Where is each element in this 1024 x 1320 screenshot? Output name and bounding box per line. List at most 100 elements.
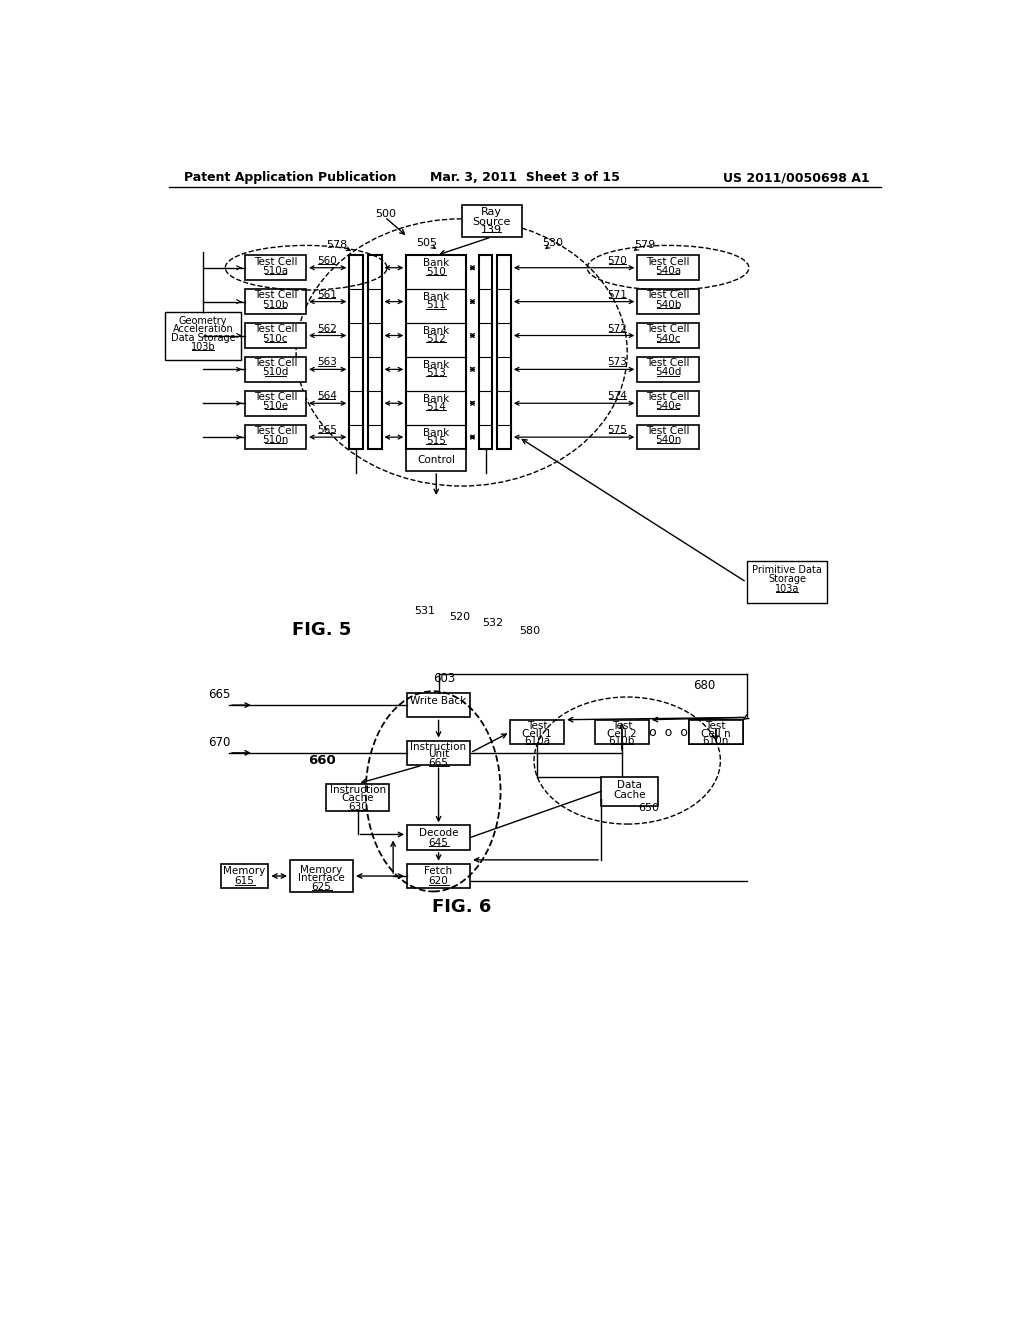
Text: 510a: 510a xyxy=(262,265,289,276)
FancyBboxPatch shape xyxy=(407,449,466,471)
FancyBboxPatch shape xyxy=(407,863,470,888)
Text: 510b: 510b xyxy=(262,300,289,310)
Text: Test Cell: Test Cell xyxy=(646,426,690,436)
Text: 563: 563 xyxy=(317,358,337,367)
Text: Test Cell: Test Cell xyxy=(646,358,690,368)
Text: 510c: 510c xyxy=(262,334,288,343)
Text: Control: Control xyxy=(417,455,456,465)
Text: Test Cell: Test Cell xyxy=(646,392,690,403)
Text: 532: 532 xyxy=(482,619,503,628)
Text: 572: 572 xyxy=(607,323,627,334)
FancyBboxPatch shape xyxy=(637,391,698,416)
Text: Test Cell: Test Cell xyxy=(646,325,690,334)
FancyBboxPatch shape xyxy=(165,313,241,360)
Text: 561: 561 xyxy=(317,289,337,300)
Text: 610b: 610b xyxy=(608,737,635,746)
Text: Bank: Bank xyxy=(423,360,450,370)
Text: 665: 665 xyxy=(429,758,449,768)
Text: 139: 139 xyxy=(481,224,502,235)
FancyBboxPatch shape xyxy=(407,741,470,766)
Text: Cache: Cache xyxy=(613,791,646,800)
FancyBboxPatch shape xyxy=(407,825,470,850)
Text: Ray: Ray xyxy=(481,207,502,218)
Text: 670: 670 xyxy=(208,735,230,748)
Text: Test Cell: Test Cell xyxy=(254,392,297,403)
Text: 574: 574 xyxy=(607,391,627,401)
Text: Memory: Memory xyxy=(223,866,265,876)
FancyBboxPatch shape xyxy=(368,256,382,449)
FancyBboxPatch shape xyxy=(245,391,306,416)
Text: Write Back: Write Back xyxy=(411,696,467,706)
Text: 570: 570 xyxy=(607,256,627,265)
Text: 540c: 540c xyxy=(655,334,681,343)
Text: 575: 575 xyxy=(607,425,627,436)
Text: 630: 630 xyxy=(348,801,368,812)
Text: Data: Data xyxy=(617,780,642,791)
FancyBboxPatch shape xyxy=(407,256,466,449)
Text: 511: 511 xyxy=(426,301,446,310)
FancyBboxPatch shape xyxy=(637,358,698,381)
Text: 665: 665 xyxy=(208,688,230,701)
Text: 571: 571 xyxy=(607,289,627,300)
FancyBboxPatch shape xyxy=(245,323,306,348)
Text: Test Cell: Test Cell xyxy=(254,358,297,368)
Text: Bank: Bank xyxy=(423,292,450,302)
Text: 650: 650 xyxy=(638,804,659,813)
FancyBboxPatch shape xyxy=(407,693,470,718)
FancyBboxPatch shape xyxy=(245,358,306,381)
Text: 603: 603 xyxy=(433,672,456,685)
Text: Data Storage: Data Storage xyxy=(171,333,236,343)
Text: Test Cell: Test Cell xyxy=(254,426,297,436)
Text: 565: 565 xyxy=(317,425,337,436)
FancyBboxPatch shape xyxy=(290,859,353,892)
Text: 540e: 540e xyxy=(655,401,681,412)
Text: 510e: 510e xyxy=(262,401,289,412)
Text: Instruction: Instruction xyxy=(330,785,386,795)
Text: 510n: 510n xyxy=(262,436,289,445)
Text: Bank: Bank xyxy=(423,326,450,335)
FancyBboxPatch shape xyxy=(595,719,649,744)
Text: 625: 625 xyxy=(311,882,332,892)
FancyBboxPatch shape xyxy=(510,719,564,744)
FancyBboxPatch shape xyxy=(746,561,827,603)
Text: 610a: 610a xyxy=(524,737,550,746)
Text: Patent Application Publication: Patent Application Publication xyxy=(184,172,397,185)
Text: Cache: Cache xyxy=(341,793,374,804)
Text: 564: 564 xyxy=(317,391,337,401)
FancyBboxPatch shape xyxy=(478,256,493,449)
Text: FIG. 5: FIG. 5 xyxy=(292,620,351,639)
Text: 540n: 540n xyxy=(654,436,681,445)
Text: Bank: Bank xyxy=(423,428,450,437)
Text: 573: 573 xyxy=(607,358,627,367)
FancyBboxPatch shape xyxy=(245,256,306,280)
Text: Memory: Memory xyxy=(300,865,343,875)
FancyBboxPatch shape xyxy=(326,784,389,812)
Text: 578: 578 xyxy=(327,240,347,251)
Text: 514: 514 xyxy=(426,403,446,412)
FancyBboxPatch shape xyxy=(689,719,742,744)
FancyBboxPatch shape xyxy=(462,205,521,238)
Text: o  o  o: o o o xyxy=(649,726,688,739)
FancyBboxPatch shape xyxy=(245,425,306,449)
Text: Test Cell: Test Cell xyxy=(646,290,690,301)
Text: FIG. 6: FIG. 6 xyxy=(432,898,492,916)
Text: 560: 560 xyxy=(317,256,337,265)
FancyBboxPatch shape xyxy=(245,289,306,314)
FancyBboxPatch shape xyxy=(349,256,364,449)
Text: 540a: 540a xyxy=(655,265,681,276)
Text: 500: 500 xyxy=(376,209,396,219)
Text: Test: Test xyxy=(706,721,726,731)
Text: Mar. 3, 2011  Sheet 3 of 15: Mar. 3, 2011 Sheet 3 of 15 xyxy=(430,172,620,185)
Text: 520: 520 xyxy=(450,612,471,622)
Text: Primitive Data: Primitive Data xyxy=(752,565,822,576)
Text: 510d: 510d xyxy=(262,367,289,378)
Text: Test Cell: Test Cell xyxy=(254,290,297,301)
Text: 505: 505 xyxy=(417,238,437,248)
Text: 510: 510 xyxy=(426,267,446,277)
Text: 579: 579 xyxy=(634,240,655,251)
Text: Fetch: Fetch xyxy=(425,866,453,876)
FancyBboxPatch shape xyxy=(497,256,511,449)
Text: 620: 620 xyxy=(429,876,449,887)
Text: 530: 530 xyxy=(542,238,563,248)
Text: Test: Test xyxy=(527,721,548,731)
